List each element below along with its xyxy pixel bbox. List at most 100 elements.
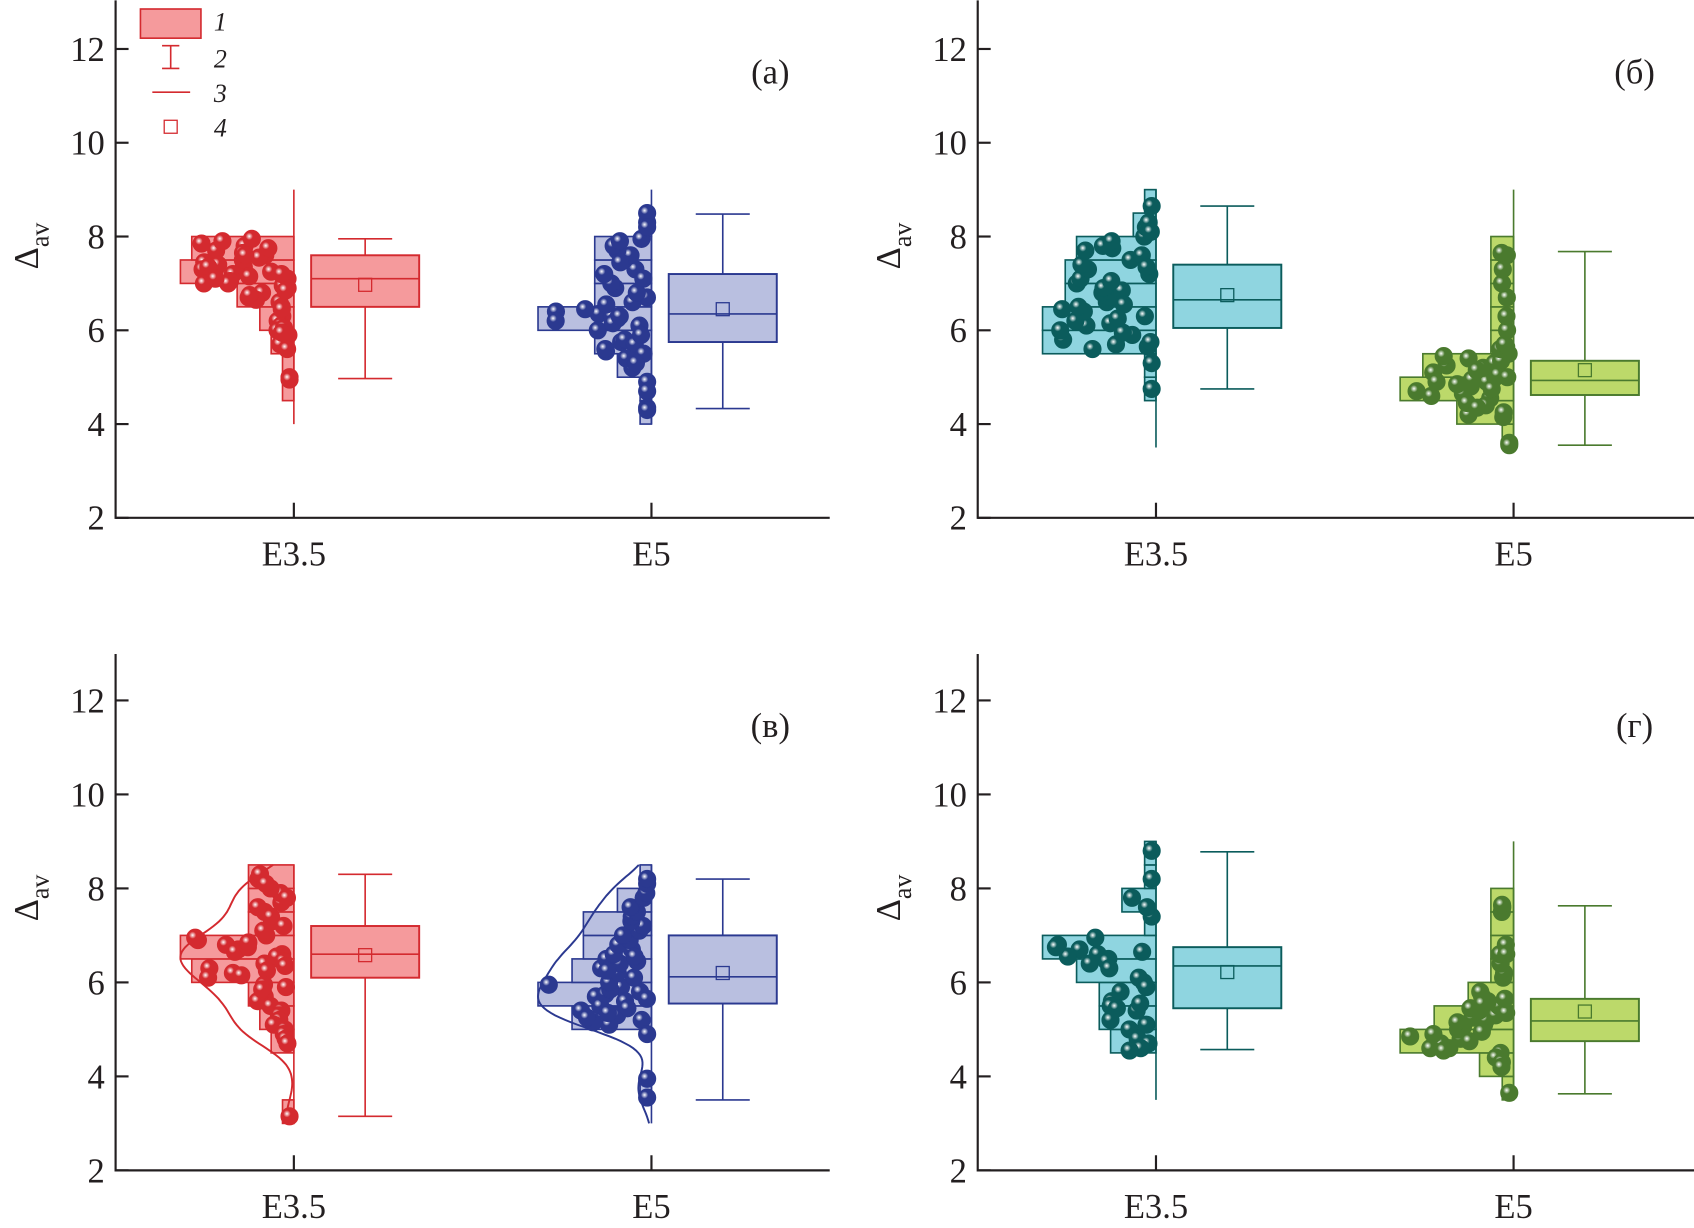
y-axis-label-subscript: av xyxy=(26,223,55,247)
y-tick-label: 12 xyxy=(70,682,105,720)
data-point xyxy=(546,311,565,330)
group-E5 xyxy=(1399,841,1640,1102)
data-point xyxy=(638,382,657,401)
iqr-box xyxy=(667,934,778,1005)
data-point xyxy=(240,286,259,305)
data-point xyxy=(597,295,616,314)
y-tick-label: 10 xyxy=(932,125,967,163)
legend-label: 2 xyxy=(214,44,227,73)
x-tick-label: E5 xyxy=(632,535,670,573)
data-point xyxy=(1468,398,1487,417)
group-E3.5 xyxy=(179,864,421,1126)
y-tick-label: 2 xyxy=(950,1152,967,1190)
data-point xyxy=(1401,1027,1420,1046)
data-point xyxy=(1131,994,1150,1013)
y-axis-label-main: Δ xyxy=(870,247,908,269)
data-point xyxy=(232,966,251,985)
y-tick-label: 4 xyxy=(88,1058,105,1096)
panel-label: (б) xyxy=(1614,54,1655,92)
data-point xyxy=(1472,1022,1491,1041)
data-point xyxy=(280,1107,299,1126)
data-point xyxy=(1069,297,1088,316)
data-point xyxy=(638,1069,657,1088)
data-point xyxy=(598,961,617,980)
mean-marker xyxy=(715,965,730,981)
data-point xyxy=(1142,841,1161,860)
iqr-box xyxy=(1529,359,1640,396)
data-point xyxy=(192,234,211,253)
legend: 1 2 3 4 xyxy=(139,8,227,142)
data-point xyxy=(239,933,258,952)
data-point xyxy=(1434,1041,1453,1060)
x-tick-label: E5 xyxy=(1494,535,1532,573)
data-point xyxy=(1497,307,1516,326)
data-point xyxy=(1108,309,1127,328)
data-point xyxy=(1142,869,1161,889)
mean-marker xyxy=(1577,363,1593,378)
y-axis-label-subscript: av xyxy=(888,223,917,247)
y-axis-label-subscript: av xyxy=(888,875,917,899)
legend-label: 1 xyxy=(214,8,227,37)
data-point xyxy=(1133,942,1152,961)
data-point xyxy=(1135,307,1154,326)
data-point xyxy=(1101,1010,1120,1030)
data-point xyxy=(1142,354,1161,373)
y-tick-label: 12 xyxy=(932,682,967,720)
data-point xyxy=(598,1003,617,1023)
data-point xyxy=(276,281,295,300)
data-point xyxy=(1492,895,1512,914)
data-point xyxy=(1497,945,1516,964)
legend-box-symbol xyxy=(139,8,202,39)
mean-marker xyxy=(715,302,730,317)
data-point xyxy=(186,928,205,947)
data-point xyxy=(637,989,656,1008)
data-point xyxy=(638,1088,657,1107)
data-point xyxy=(1137,1015,1156,1034)
x-tick-label: E5 xyxy=(632,1188,670,1226)
y-axis-label-main: Δ xyxy=(8,899,46,921)
mean-marker xyxy=(1220,288,1235,303)
y-axis-label-subscript: av xyxy=(26,875,55,899)
data-point xyxy=(610,232,630,251)
legend-label: 4 xyxy=(214,113,227,142)
data-point xyxy=(1086,928,1105,947)
data-point xyxy=(576,300,595,319)
data-point xyxy=(1494,403,1513,422)
data-point xyxy=(1083,339,1102,359)
panel-label: (г) xyxy=(1616,707,1653,745)
y-tick-label: 6 xyxy=(950,964,967,1002)
data-point xyxy=(1500,1083,1519,1102)
y-tick-label: 4 xyxy=(950,406,967,444)
data-point xyxy=(1100,959,1119,978)
data-point xyxy=(1141,332,1160,352)
mean-marker xyxy=(1220,964,1235,980)
data-point xyxy=(611,253,630,272)
data-point xyxy=(1080,954,1099,973)
data-point xyxy=(1434,347,1453,366)
data-point xyxy=(1427,372,1446,391)
data-point xyxy=(1498,368,1517,387)
y-tick-label: 10 xyxy=(932,776,967,814)
y-axis-label: Δav xyxy=(8,223,55,270)
data-point xyxy=(618,999,637,1018)
panel-label: (a) xyxy=(751,54,789,92)
data-point xyxy=(1137,257,1156,277)
group-E5 xyxy=(1399,189,1640,455)
data-point xyxy=(1495,989,1514,1008)
data-point xyxy=(1122,888,1142,907)
data-point xyxy=(272,264,291,284)
x-tick-label: E3.5 xyxy=(262,1188,326,1226)
data-point xyxy=(272,300,291,319)
y-tick-label: 8 xyxy=(88,870,105,908)
data-point xyxy=(276,956,295,976)
y-tick-label: 2 xyxy=(88,1152,105,1190)
data-point xyxy=(621,898,640,917)
y-tick-label: 4 xyxy=(88,406,105,444)
data-point xyxy=(610,307,629,326)
group-E3.5 xyxy=(1041,188,1283,448)
y-axis-label-main: Δ xyxy=(8,247,46,269)
data-point xyxy=(1120,1041,1139,1060)
data-point xyxy=(1076,241,1095,260)
iqr-box xyxy=(1172,946,1283,1010)
